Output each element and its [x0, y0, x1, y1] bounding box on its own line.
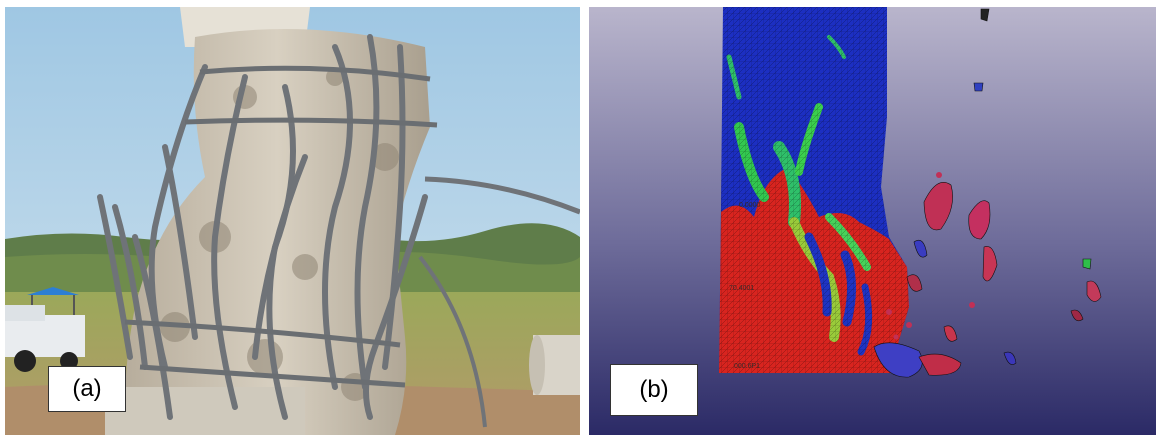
- simulation-render: 0.0000 70.4001 000.6P1: [589, 7, 1156, 435]
- sim-label-1: 0.0000: [739, 202, 761, 209]
- panel-a-label: (a): [48, 366, 126, 412]
- column-photo: [5, 7, 580, 435]
- sim-label-2: 70.4001: [729, 285, 754, 292]
- column-photo-image: [5, 7, 580, 435]
- sim-label-3: 000.6P1: [734, 363, 760, 370]
- panel-b-label: (b): [610, 364, 698, 416]
- simulation-render-image: 0.0000 70.4001 000.6P1: [589, 7, 1156, 435]
